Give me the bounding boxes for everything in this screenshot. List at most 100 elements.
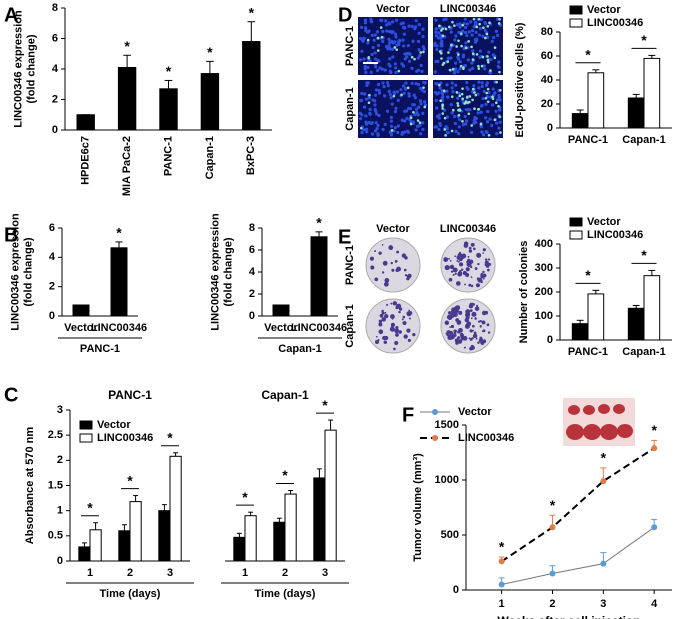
y-tick-label: 0.5 (48, 530, 63, 542)
cell (363, 67, 367, 71)
cell (421, 27, 425, 31)
colony (407, 273, 412, 278)
significance-mark: * (127, 472, 133, 488)
edu-cell (498, 17, 501, 21)
colony (480, 340, 485, 345)
colony (370, 265, 375, 270)
cell (495, 132, 499, 136)
cell (373, 129, 378, 133)
x-tick-label: 4 (651, 598, 658, 610)
cell (389, 96, 393, 100)
cell (450, 86, 454, 90)
cell (490, 39, 494, 43)
edu-cell (440, 52, 443, 55)
colony (391, 268, 395, 272)
edu-cell (441, 107, 444, 110)
legend-swatch (79, 433, 93, 443)
cell (490, 123, 494, 128)
cell (449, 30, 453, 34)
x-tick-label: 3 (167, 567, 173, 579)
colony (477, 262, 480, 266)
cell (397, 42, 401, 46)
edu-cell (493, 118, 497, 122)
y-tick-label: 2 (249, 288, 255, 300)
micrograph (358, 298, 428, 354)
cell (385, 23, 389, 27)
cell (465, 22, 470, 26)
y-tick-label: 4 (249, 266, 256, 278)
cell (436, 59, 440, 64)
edu-cell (418, 121, 422, 124)
cell (416, 68, 421, 72)
cell (366, 65, 370, 70)
tumor (598, 404, 610, 414)
bar (643, 275, 661, 341)
cell (469, 130, 474, 135)
colony (408, 317, 411, 320)
cell (388, 92, 392, 97)
colony (396, 330, 399, 333)
point (498, 581, 505, 588)
cell (434, 82, 438, 86)
row-label: PANC-1 (344, 26, 356, 66)
colony (443, 257, 449, 262)
cell (387, 89, 391, 94)
significance-mark: * (167, 429, 173, 445)
cell (464, 41, 468, 45)
edu-cell (360, 126, 363, 130)
cell (458, 60, 462, 64)
cell (418, 54, 422, 58)
colony (468, 283, 472, 287)
cell (463, 17, 467, 21)
edu-cell (367, 101, 371, 105)
cell (360, 25, 364, 29)
significance-mark: * (282, 467, 288, 483)
cell (383, 68, 387, 72)
cell (474, 120, 478, 125)
colony (384, 278, 390, 283)
colony (474, 317, 477, 320)
colony (468, 249, 473, 253)
cell (368, 112, 372, 116)
cell (400, 131, 405, 135)
cell (474, 30, 478, 34)
edu-cell (486, 87, 490, 91)
y-tick-label: 100 (535, 310, 553, 322)
significance-mark: * (166, 63, 172, 79)
cell (380, 18, 384, 23)
cell (411, 120, 415, 124)
cell (421, 34, 425, 39)
y-tick-label: 6 (52, 32, 58, 44)
edu-cell (477, 67, 481, 70)
cell (400, 62, 404, 66)
colony (473, 247, 476, 251)
colony (369, 256, 374, 261)
edu-cell (368, 93, 371, 97)
significance-mark: * (242, 489, 248, 505)
colony (482, 330, 484, 333)
y-tick-label: 300 (535, 262, 553, 274)
significance-mark: * (124, 38, 130, 54)
colony (390, 314, 395, 319)
edu-cell (451, 20, 454, 24)
significance-mark: * (641, 247, 647, 263)
edu-cell (473, 91, 476, 94)
colony (390, 322, 396, 327)
bar (587, 293, 605, 341)
colony (482, 252, 484, 254)
colony (450, 324, 455, 329)
colony (459, 269, 462, 273)
cell (402, 44, 406, 48)
edu-cell (450, 95, 454, 98)
edu-cell (467, 40, 470, 43)
cell (384, 44, 389, 49)
cell (370, 52, 374, 57)
cell (495, 121, 499, 125)
colony (446, 330, 451, 335)
colony (464, 283, 466, 286)
row-label: Capan-1 (344, 87, 356, 130)
cell (370, 132, 375, 136)
cell (402, 32, 406, 36)
bar (159, 88, 178, 131)
y-axis-label: Tumor volume (mm³) (412, 453, 424, 562)
